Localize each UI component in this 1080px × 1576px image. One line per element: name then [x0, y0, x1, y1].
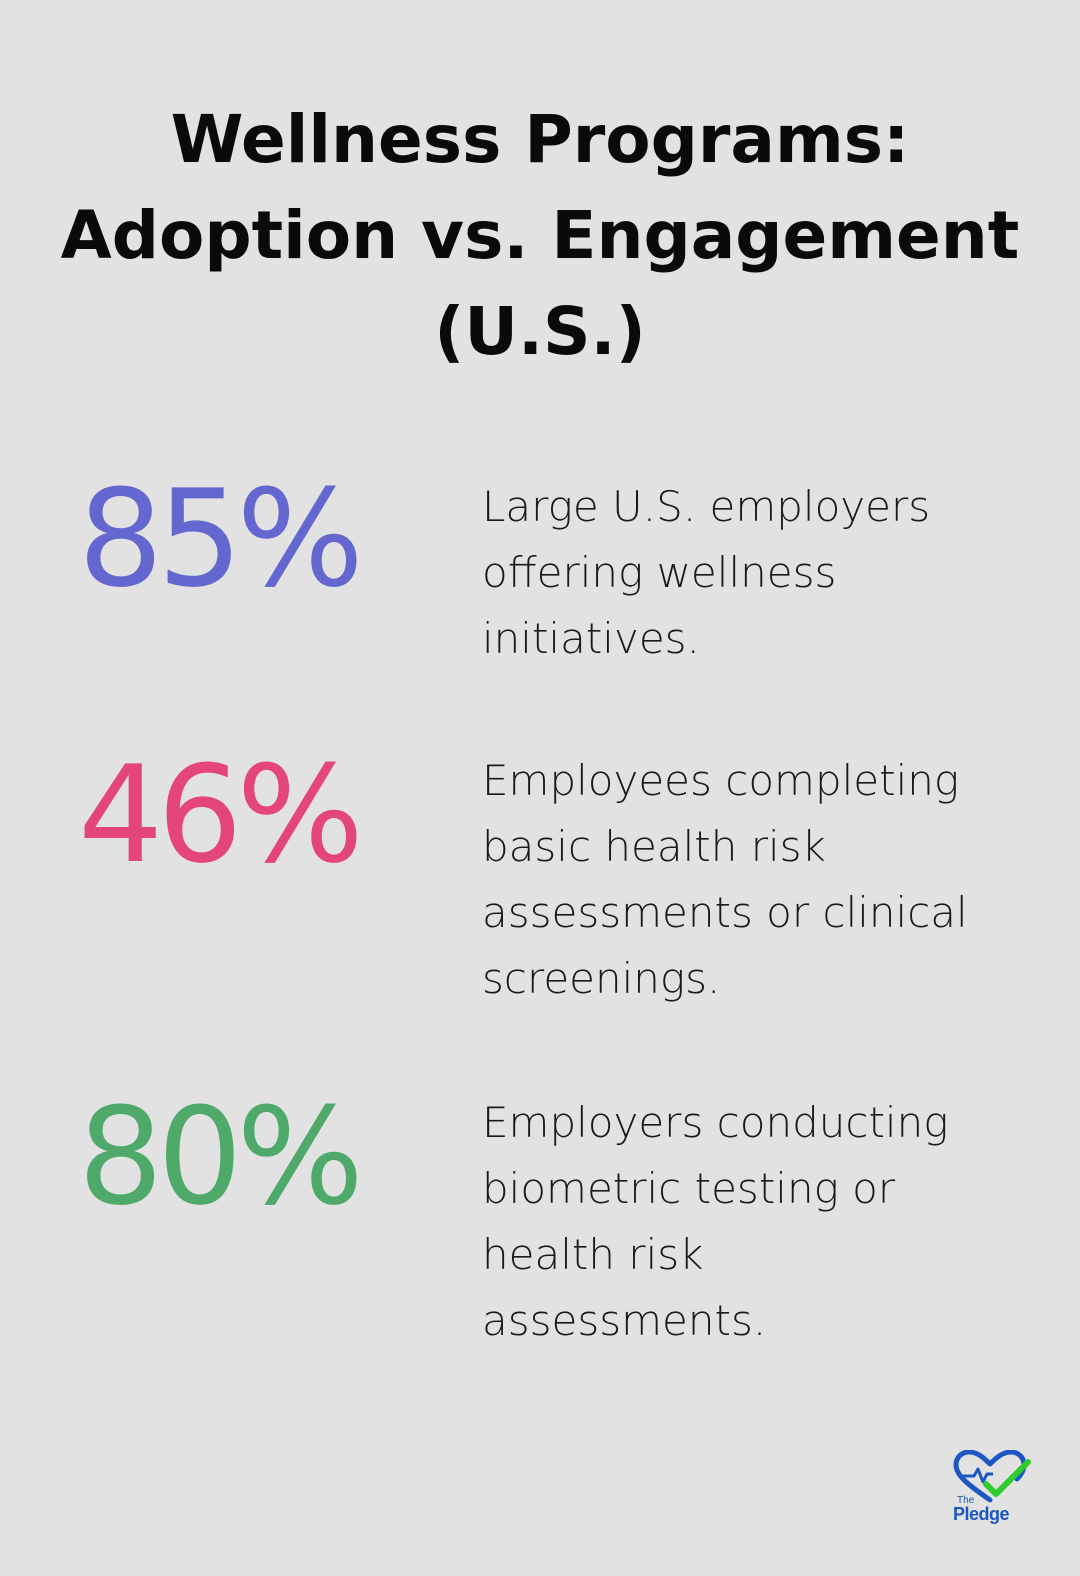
logo-name: Pledge — [953, 1504, 1010, 1524]
stat-description-line: basic health risk — [482, 822, 826, 871]
logo-small-text: The — [957, 1495, 975, 1506]
title-line-1: Wellness Programs: — [170, 101, 910, 178]
page-title: Wellness Programs: Adoption vs. Engageme… — [60, 92, 1020, 380]
stat-description-line: offering wellness — [482, 548, 837, 597]
stat-description-line: initiatives. — [482, 614, 700, 663]
stat-value: 46% — [78, 737, 364, 893]
stat-description-line: biometric testing or — [482, 1164, 896, 1213]
stat-description-line: Employers conducting — [482, 1098, 949, 1147]
pledge-logo: The Pledge — [950, 1450, 1040, 1530]
stat-value: 80% — [78, 1079, 364, 1235]
stat-description-line: assessments or clinical — [482, 888, 968, 937]
stat-description: Employers conducting biometric testing o… — [482, 1090, 1002, 1354]
stat-description-line: Employees completing — [482, 756, 960, 805]
title-line-3: (U.S.) — [434, 293, 646, 370]
stat-description-line: Large U.S. employers — [482, 482, 931, 531]
stat-description-line: screenings. — [482, 954, 721, 1003]
stat-description: Employees completing basic health risk a… — [482, 748, 1002, 1012]
stat-description-line: health risk — [482, 1230, 704, 1279]
heart-check-icon — [953, 1450, 1031, 1503]
stat-description-line: assessments. — [482, 1296, 767, 1345]
title-line-2: Adoption vs. Engagement — [60, 197, 1020, 274]
stat-description: Large U.S. employers offering wellness i… — [482, 474, 1002, 672]
stat-value: 85% — [78, 461, 364, 617]
